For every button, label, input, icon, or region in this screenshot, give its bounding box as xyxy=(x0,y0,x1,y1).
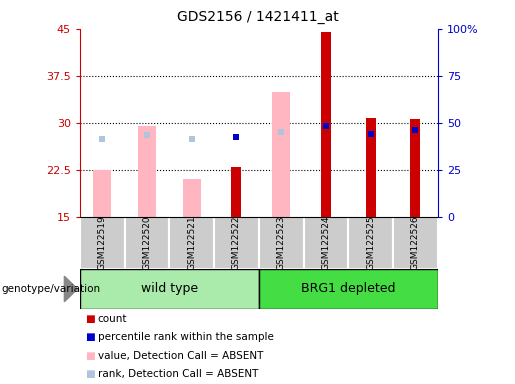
Text: GDS2156 / 1421411_at: GDS2156 / 1421411_at xyxy=(177,10,338,23)
Text: value, Detection Call = ABSENT: value, Detection Call = ABSENT xyxy=(98,351,263,361)
Text: ■: ■ xyxy=(85,351,95,361)
Text: GSM122519: GSM122519 xyxy=(98,215,107,270)
Bar xyxy=(410,119,420,217)
Bar xyxy=(169,217,214,269)
Bar xyxy=(93,170,111,217)
Text: GSM122520: GSM122520 xyxy=(143,215,151,270)
Bar xyxy=(214,217,259,269)
Bar xyxy=(80,217,125,269)
Bar xyxy=(321,32,331,217)
Text: GSM122521: GSM122521 xyxy=(187,215,196,270)
Text: genotype/variation: genotype/variation xyxy=(2,284,100,294)
Bar xyxy=(232,167,242,217)
Text: ■: ■ xyxy=(85,314,95,324)
Text: ■: ■ xyxy=(85,332,95,342)
Text: rank, Detection Call = ABSENT: rank, Detection Call = ABSENT xyxy=(98,369,258,379)
Text: percentile rank within the sample: percentile rank within the sample xyxy=(98,332,274,342)
Text: GSM122526: GSM122526 xyxy=(411,215,420,270)
Text: GSM122522: GSM122522 xyxy=(232,216,241,270)
Bar xyxy=(183,179,201,217)
Bar xyxy=(303,217,348,269)
Text: GSM122525: GSM122525 xyxy=(366,215,375,270)
Bar xyxy=(393,217,438,269)
Text: GSM122523: GSM122523 xyxy=(277,215,286,270)
Bar xyxy=(272,91,290,217)
Bar xyxy=(125,217,169,269)
Text: wild type: wild type xyxy=(141,283,198,295)
Text: GSM122524: GSM122524 xyxy=(321,216,331,270)
Bar xyxy=(348,217,393,269)
Text: BRG1 depleted: BRG1 depleted xyxy=(301,283,396,295)
Bar xyxy=(80,269,259,309)
Bar xyxy=(259,217,303,269)
Bar xyxy=(366,118,375,217)
Text: ■: ■ xyxy=(85,369,95,379)
Bar xyxy=(138,126,156,217)
Bar xyxy=(259,269,438,309)
Text: count: count xyxy=(98,314,127,324)
Polygon shape xyxy=(64,276,77,302)
